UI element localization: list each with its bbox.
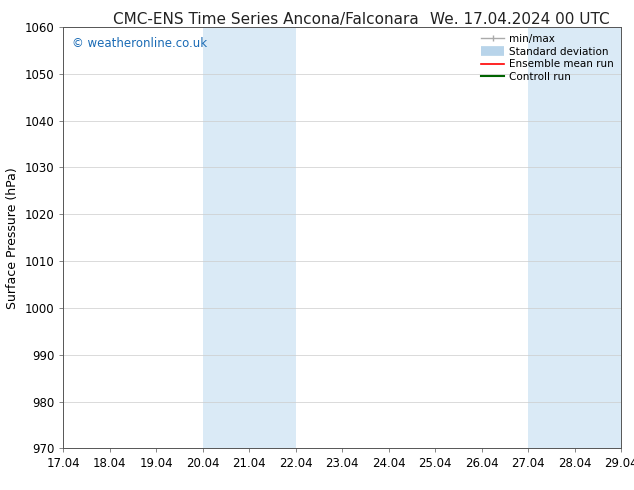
Legend: min/max, Standard deviation, Ensemble mean run, Controll run: min/max, Standard deviation, Ensemble me… [479, 32, 616, 84]
Text: © weatheronline.co.uk: © weatheronline.co.uk [72, 38, 207, 50]
Text: We. 17.04.2024 00 UTC: We. 17.04.2024 00 UTC [430, 12, 610, 27]
Bar [203, 27, 296, 448]
Y-axis label: Surface Pressure (hPa): Surface Pressure (hPa) [6, 167, 19, 309]
Bar [528, 27, 621, 448]
Text: CMC-ENS Time Series Ancona/Falconara: CMC-ENS Time Series Ancona/Falconara [113, 12, 419, 27]
